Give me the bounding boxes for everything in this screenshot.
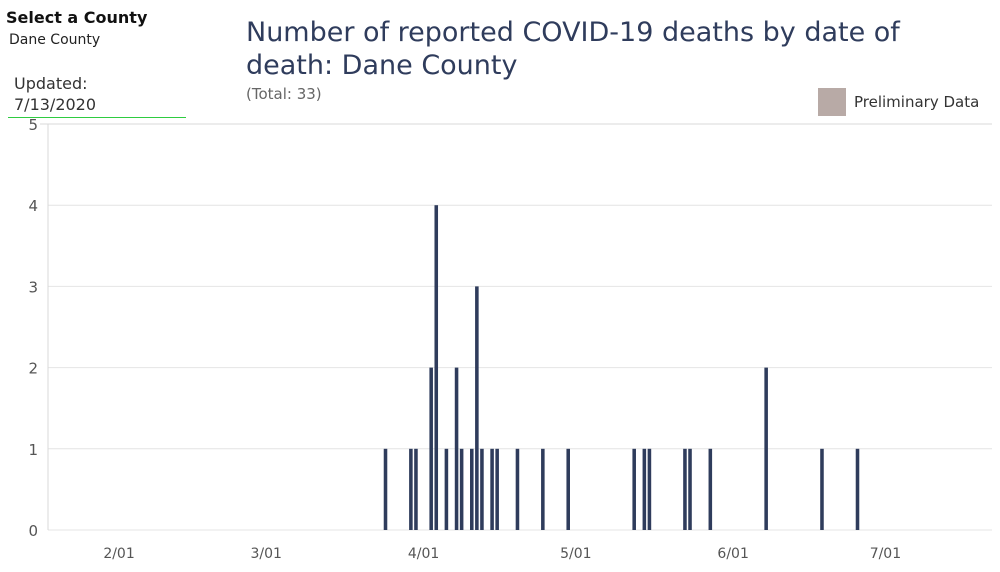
bar-14 (541, 448, 545, 530)
x-tick-label-3: 5/01 (560, 546, 591, 562)
y-tick-label-2: 2 (28, 360, 38, 378)
legend: Preliminary Data (818, 88, 979, 116)
chart-title: Number of reported COVID-19 deaths by da… (246, 17, 900, 81)
y-tick-label-5: 5 (28, 116, 38, 134)
bar-4 (434, 205, 439, 530)
legend-swatch-preliminary (818, 88, 846, 116)
bar-6 (454, 367, 459, 530)
bar-18 (647, 448, 652, 530)
bar-19 (683, 448, 687, 530)
bar-13 (515, 448, 520, 530)
bar-23 (820, 448, 824, 530)
bar-8 (470, 448, 474, 530)
x-tick-label-4: 6/01 (717, 546, 748, 562)
bar-24 (855, 448, 860, 530)
x-tick-label-0: 2/01 (103, 546, 134, 562)
bar-15 (566, 448, 570, 530)
bar-0 (383, 448, 388, 530)
bar-7 (459, 448, 464, 530)
y-tick-label-1: 1 (28, 441, 38, 459)
x-tick-label-1: 3/01 (251, 546, 282, 562)
updated-divider (8, 117, 186, 118)
bar-3 (429, 367, 433, 530)
bar-1 (409, 448, 413, 530)
x-tick-label-5: 7/01 (870, 546, 901, 562)
updated-label: Updated: (14, 74, 88, 93)
bar-10 (480, 448, 484, 530)
y-tick-label-0: 0 (28, 522, 38, 540)
bar-9 (475, 286, 479, 530)
county-filter-label: Select a County (6, 8, 148, 27)
bar-16 (632, 448, 636, 530)
bar-22 (764, 367, 768, 530)
bar-17 (642, 448, 647, 530)
bar-21 (708, 448, 713, 530)
county-filter-dropdown[interactable]: Dane County (9, 32, 101, 48)
bar-11 (490, 448, 494, 530)
bar-12 (495, 448, 499, 530)
bar-20 (688, 448, 692, 530)
bar-5 (444, 448, 449, 530)
updated-date: 7/13/2020 (14, 95, 97, 114)
bar-2 (414, 448, 418, 530)
chart-subtitle: (Total: 33) (246, 85, 322, 103)
y-tick-label-3: 3 (28, 278, 38, 296)
y-tick-label-4: 4 (28, 197, 38, 215)
x-tick-label-2: 4/01 (408, 546, 439, 562)
legend-label-preliminary: Preliminary Data (854, 93, 980, 111)
